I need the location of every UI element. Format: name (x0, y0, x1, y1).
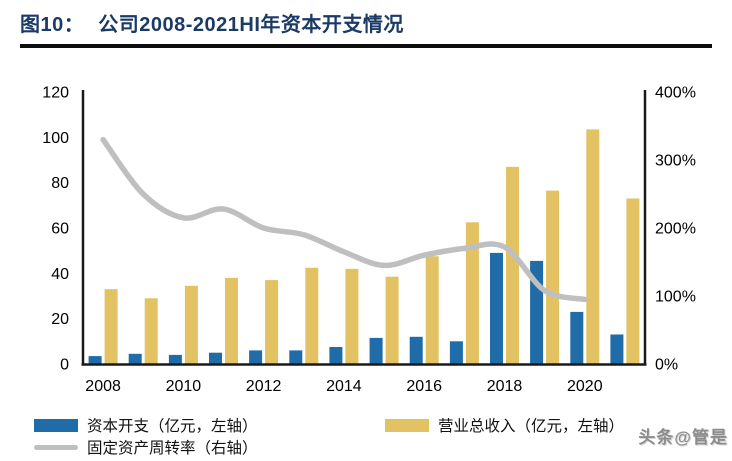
legend-swatch-revenue (385, 418, 429, 432)
legend-item-capex: 资本开支（亿元，左轴） (34, 414, 258, 436)
x-axis-label-2014: 2014 (326, 378, 362, 395)
bar-capex-2008 (88, 356, 102, 364)
turnover-line (100, 136, 588, 303)
bar-revenue-2011 (225, 277, 238, 364)
right-axis-tick-label-300: 300% (655, 153, 696, 170)
figure-title-text: 公司2008-2021HI年资本开支情况 (98, 14, 404, 36)
legend-label-turnover: 固定资产周转率（右轴） (87, 440, 258, 457)
x-axis-label-2018: 2018 (487, 378, 523, 395)
left-axis-tick-label-40: 40 (51, 266, 69, 283)
legend-label-revenue: 营业总收入（亿元，左轴） (438, 418, 625, 435)
legend-swatch-capex (34, 418, 78, 432)
x-axis-label-2016: 2016 (406, 378, 442, 395)
bar-revenue-2021H1 (626, 198, 640, 364)
right-axis-tick-label-100: 100% (655, 289, 696, 306)
legend-item-revenue: 营业总收入（亿元，左轴） (385, 414, 624, 436)
right-axis-tick-label-200: 200% (655, 221, 696, 238)
bar-capex-2014 (329, 347, 343, 364)
bar-revenue-2019 (546, 190, 560, 364)
left-axis-tick-label-80: 80 (51, 175, 69, 192)
bar-capex-2020 (570, 311, 584, 364)
bar-capex-2017 (449, 341, 463, 364)
bar-revenue-2010 (184, 285, 198, 364)
bar-revenue-2018 (506, 166, 519, 364)
x-axis-label-2008: 2008 (85, 378, 121, 395)
bar-capex-2015 (369, 337, 383, 364)
bar-capex-2009 (128, 353, 142, 364)
bar-capex-2013 (289, 350, 303, 364)
watermark: 头条@管是 (638, 428, 728, 447)
x-axis-label-2012: 2012 (246, 378, 282, 395)
bar-revenue-2016 (425, 256, 439, 364)
bar-capex-2011 (209, 352, 222, 364)
left-axis-tick-label-0: 0 (60, 357, 69, 374)
bar-capex-2018 (490, 252, 503, 364)
bar-capex-2016 (409, 336, 423, 364)
right-axis-tick-label-0: 0% (655, 357, 678, 374)
right-axis-tick-label-400: 400% (655, 85, 696, 102)
bar-revenue-2012 (265, 280, 279, 364)
bar-revenue-2009 (144, 298, 158, 364)
bar-revenue-2013 (305, 267, 319, 364)
bar-capex-2021H1 (610, 334, 624, 364)
left-axis-tick-label-60: 60 (51, 221, 69, 238)
left-axis-tick-label-100: 100 (42, 130, 69, 147)
bar-revenue-2017 (465, 222, 479, 364)
x-axis-label-2020: 2020 (567, 378, 603, 395)
bar-revenue-2008 (104, 289, 118, 364)
legend-swatch-turnover (34, 444, 78, 450)
bar-capex-2010 (168, 354, 182, 364)
left-axis-tick-label-120: 120 (42, 85, 69, 102)
figure-title: 图10： 公司2008-2021HI年资本开支情况 (20, 8, 404, 37)
legend-item-turnover: 固定资产周转率（右轴） (34, 436, 258, 458)
bar-capex-2012 (249, 350, 263, 364)
bar-revenue-2014 (345, 268, 359, 364)
left-axis-tick-label-20: 20 (51, 311, 69, 328)
legend-label-capex: 资本开支（亿元，左轴） (87, 418, 258, 435)
x-axis-label-2010: 2010 (166, 378, 202, 395)
bar-revenue-2020 (586, 129, 600, 364)
figure-number-label: 图10： (20, 14, 85, 36)
bar-revenue-2015 (385, 276, 399, 364)
title-underline (20, 44, 712, 48)
